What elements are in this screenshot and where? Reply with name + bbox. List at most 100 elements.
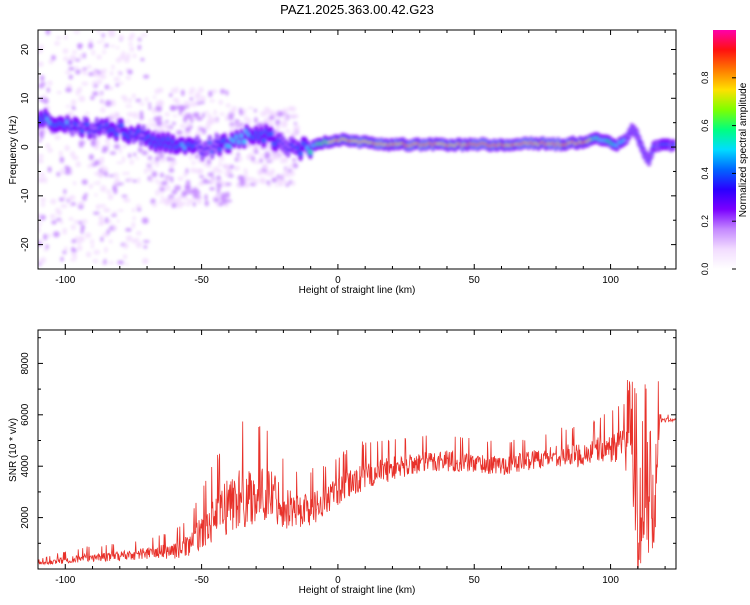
noise-point (131, 207, 136, 213)
noise-point (206, 180, 212, 184)
noise-point (209, 99, 215, 103)
noise-point (101, 149, 107, 153)
noise-point (216, 187, 221, 194)
noise-point (270, 168, 276, 175)
noise-point (154, 155, 160, 163)
noise-point (160, 157, 166, 163)
noise-point (125, 262, 129, 266)
noise-point (39, 133, 44, 140)
noise-point (166, 156, 172, 162)
noise-point (183, 196, 189, 201)
noise-point (155, 105, 163, 112)
noise-point (159, 155, 164, 159)
noise-point (137, 177, 141, 184)
noise-point (58, 150, 63, 157)
snr-x-axis: -100 -50 0 50 100 (37, 330, 666, 586)
noise-point (213, 197, 220, 203)
noise-point (240, 179, 246, 186)
noise-point (132, 112, 139, 119)
noise-point (39, 44, 44, 51)
noise-point (144, 97, 149, 102)
noise-point (104, 208, 111, 212)
noise-point (282, 156, 289, 163)
noise-point (218, 201, 224, 207)
noise-point (227, 113, 235, 117)
noise-point (191, 187, 199, 194)
spectrogram-background (38, 30, 676, 269)
noise-point (99, 204, 106, 208)
x-tick-label: 50 (469, 575, 481, 586)
noise-point (75, 161, 81, 168)
noise-point (108, 86, 114, 91)
noise-point (168, 197, 175, 204)
noise-point (99, 92, 103, 97)
noise-point (173, 114, 177, 118)
noise-point (204, 193, 208, 201)
y-tick-label: 2000 (20, 506, 31, 529)
noise-point (163, 180, 168, 186)
noise-point (122, 243, 129, 249)
noise-point (43, 233, 48, 241)
noise-point (218, 157, 225, 161)
noise-point (218, 161, 223, 167)
noise-point (158, 127, 163, 131)
noise-point (236, 151, 240, 158)
noise-point (104, 84, 110, 90)
noise-point (237, 175, 243, 181)
noise-point (176, 130, 183, 136)
noise-point (202, 127, 207, 135)
noise-point (146, 164, 152, 168)
noise-point (109, 71, 114, 76)
snr-y-axis: 2000 4000 6000 8000 (20, 337, 676, 544)
noise-point (69, 54, 77, 62)
noise-point (185, 179, 191, 185)
noise-point (123, 56, 130, 64)
noise-point (73, 30, 81, 34)
ridge-core (92, 129, 97, 134)
noise-point (115, 177, 120, 181)
noise-point (237, 155, 243, 163)
noise-point (260, 178, 266, 185)
noise-point (95, 204, 101, 211)
noise-point (64, 170, 71, 175)
noise-point (65, 105, 71, 108)
noise-point (84, 112, 90, 115)
noise-point (90, 243, 94, 249)
noise-point (188, 91, 194, 95)
noise-point (96, 180, 101, 185)
spectrogram-frame (37, 29, 677, 270)
noise-point (80, 228, 84, 235)
noise-point (92, 211, 100, 215)
noise-point (219, 195, 227, 202)
noise-point (90, 95, 95, 100)
noise-point (131, 93, 136, 99)
noise-point (113, 187, 118, 195)
y-tick-label: 20 (20, 44, 31, 56)
noise-point (196, 101, 201, 105)
spectrogram-xlabel: Height of straight line (km) (299, 285, 416, 296)
noise-point (38, 61, 44, 67)
noise-point (115, 57, 122, 63)
noise-point (140, 33, 148, 37)
noise-point (48, 59, 54, 65)
noise-point (113, 143, 121, 150)
noise-point (218, 179, 224, 184)
noise-point (197, 168, 203, 175)
noise-point (92, 80, 96, 87)
noise-point (201, 112, 206, 119)
noise-point (162, 123, 168, 128)
noise-point (125, 227, 132, 232)
noise-point (164, 184, 171, 191)
noise-point (159, 200, 163, 204)
noise-point (151, 170, 158, 178)
noise-point (150, 176, 154, 183)
noise-point (155, 161, 160, 168)
ridge-core (637, 139, 642, 143)
noise-point (158, 190, 165, 194)
noise-point (93, 145, 100, 150)
noise-point (171, 202, 177, 209)
noise-point (234, 118, 240, 125)
noise-point (135, 156, 140, 160)
noise-point (149, 122, 156, 127)
